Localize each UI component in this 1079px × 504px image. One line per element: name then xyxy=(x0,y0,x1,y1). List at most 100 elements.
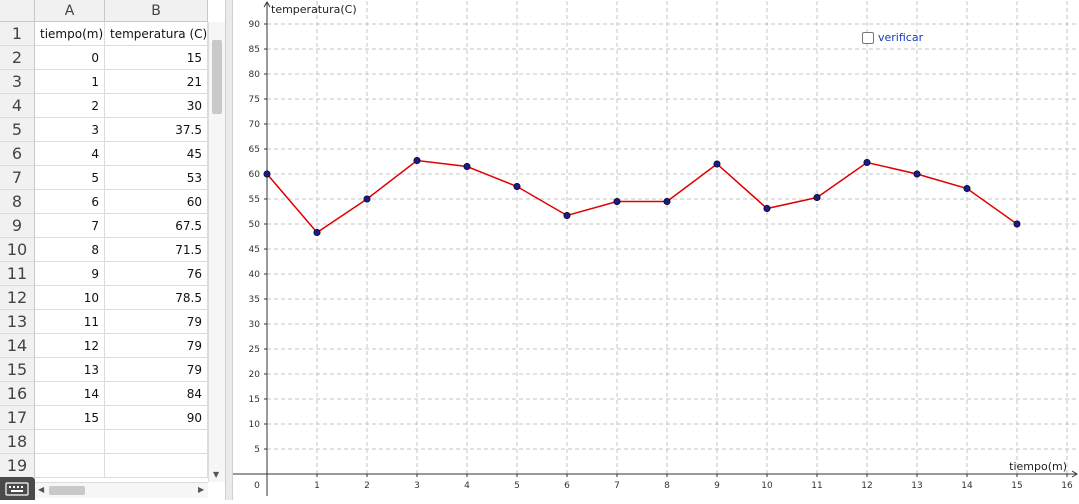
cell-a[interactable]: 4 xyxy=(35,142,105,166)
y-tick-label: 35 xyxy=(249,295,260,305)
cell-a[interactable]: 2 xyxy=(35,94,105,118)
cell-a[interactable]: 3 xyxy=(35,118,105,142)
row-header[interactable]: 7 xyxy=(0,166,35,190)
x-tick-label: 10 xyxy=(761,481,773,491)
checkbox-label[interactable]: verificar xyxy=(878,31,924,44)
cell-a[interactable]: 8 xyxy=(35,238,105,262)
cell-b[interactable]: 21 xyxy=(105,70,208,94)
cell-a[interactable]: 5 xyxy=(35,166,105,190)
data-point xyxy=(513,183,521,191)
cell-b[interactable]: 79 xyxy=(105,334,208,358)
verificar-checkbox[interactable]: verificar xyxy=(862,31,923,44)
view-divider[interactable] xyxy=(225,0,233,500)
cell-b[interactable]: 78.5 xyxy=(105,286,208,310)
row-header[interactable]: 6 xyxy=(0,142,35,166)
cell-a[interactable]: 14 xyxy=(35,382,105,406)
y-tick-label: 60 xyxy=(249,170,261,180)
x-tick-label: 1 xyxy=(314,481,320,491)
cell-a[interactable]: 12 xyxy=(35,334,105,358)
cell-a[interactable]: 1 xyxy=(35,70,105,94)
row-header[interactable]: 19 xyxy=(0,454,35,478)
checkbox-box[interactable] xyxy=(862,31,874,44)
row-header[interactable]: 18 xyxy=(0,430,35,454)
y-tick-label: 55 xyxy=(249,195,260,205)
cell-a[interactable]: 13 xyxy=(35,358,105,382)
x-tick-label: 13 xyxy=(911,481,922,491)
row-header[interactable]: 5 xyxy=(0,118,35,142)
column-header-a[interactable]: A xyxy=(35,0,105,22)
cell-a[interactable]: 0 xyxy=(35,46,105,70)
y-tick-label: 20 xyxy=(249,370,261,380)
cell-b[interactable]: 37.5 xyxy=(105,118,208,142)
cell-a[interactable]: 7 xyxy=(35,214,105,238)
cell-a[interactable]: 6 xyxy=(35,190,105,214)
cell-b[interactable]: 45 xyxy=(105,142,208,166)
vertical-scrollbar[interactable]: ▼ xyxy=(208,22,225,482)
column-header-b[interactable]: B xyxy=(105,0,208,22)
row-header[interactable]: 17 xyxy=(0,406,35,430)
cell-a[interactable] xyxy=(35,454,105,478)
data-point xyxy=(863,159,871,167)
graphics-view[interactable]: 0 1 2 3 4 5 6 7 8 9 10 11 12 13 14 15 16 5 10 15 20 25 30 35 40 4… xyxy=(233,0,1079,500)
cell-b[interactable]: 84 xyxy=(105,382,208,406)
row-header[interactable]: 8 xyxy=(0,190,35,214)
cell-a[interactable]: 11 xyxy=(35,310,105,334)
x-tick-label: 16 xyxy=(1061,481,1073,491)
x-tick-label: 5 xyxy=(514,481,520,491)
y-tick-label: 25 xyxy=(249,345,260,355)
x-tick-label: 7 xyxy=(614,481,620,491)
cell-a[interactable]: 10 xyxy=(35,286,105,310)
y-tick-label: 80 xyxy=(249,70,261,80)
row-header[interactable]: 3 xyxy=(0,70,35,94)
cell-b[interactable]: 53 xyxy=(105,166,208,190)
data-point xyxy=(1013,220,1021,228)
x-tick-label: 8 xyxy=(664,481,670,491)
row-header[interactable]: 4 xyxy=(0,94,35,118)
row-header[interactable]: 1 xyxy=(0,22,35,46)
x-tick-label: 15 xyxy=(1011,481,1022,491)
data-point xyxy=(313,229,321,237)
scroll-right-icon[interactable]: ▶ xyxy=(198,485,205,494)
keyboard-icon[interactable] xyxy=(0,477,35,500)
row-header[interactable]: 9 xyxy=(0,214,35,238)
cell-b[interactable] xyxy=(105,454,208,478)
scroll-left-icon[interactable]: ◀ xyxy=(38,485,45,494)
cell-b[interactable]: temperatura (C) xyxy=(105,22,208,46)
cell-a[interactable]: tiempo(m) xyxy=(35,22,105,46)
cell-b[interactable]: 71.5 xyxy=(105,238,208,262)
cell-a[interactable] xyxy=(35,430,105,454)
cell-b[interactable]: 60 xyxy=(105,190,208,214)
cell-b[interactable] xyxy=(105,430,208,454)
data-point xyxy=(963,185,971,193)
cell-b[interactable]: 76 xyxy=(105,262,208,286)
cell-a[interactable]: 9 xyxy=(35,262,105,286)
x-tick-label: 3 xyxy=(414,481,420,491)
cell-b[interactable]: 79 xyxy=(105,310,208,334)
row-header[interactable]: 2 xyxy=(0,46,35,70)
horizontal-scroll-thumb[interactable] xyxy=(49,486,85,495)
cell-b[interactable]: 79 xyxy=(105,358,208,382)
scroll-down-icon[interactable]: ▼ xyxy=(213,470,220,479)
cell-b[interactable]: 30 xyxy=(105,94,208,118)
row-header[interactable]: 11 xyxy=(0,262,35,286)
row-header[interactable]: 16 xyxy=(0,382,35,406)
cell-b[interactable]: 67.5 xyxy=(105,214,208,238)
y-axis-arrow xyxy=(263,1,271,8)
x-tick-label: 2 xyxy=(364,481,370,491)
row-header[interactable]: 15 xyxy=(0,358,35,382)
vertical-scroll-thumb[interactable] xyxy=(212,40,222,114)
cell-b[interactable]: 15 xyxy=(105,46,208,70)
row-header[interactable]: 14 xyxy=(0,334,35,358)
horizontal-scrollbar[interactable]: ◀ ▶ xyxy=(35,482,208,498)
spreadsheet-view: A B 1 tiempo(m) temperatura (C) 2 0 15 3 1 21 4 2 3… xyxy=(0,0,225,500)
sheet-corner[interactable] xyxy=(0,0,35,22)
y-tick-label: 5 xyxy=(254,445,260,455)
row-header[interactable]: 10 xyxy=(0,238,35,262)
y-tick-label: 50 xyxy=(249,220,261,230)
x-tick-label: 14 xyxy=(961,481,973,491)
cell-b[interactable]: 90 xyxy=(105,406,208,430)
row-header[interactable]: 13 xyxy=(0,310,35,334)
x-tick-label: 4 xyxy=(464,481,470,491)
row-header[interactable]: 12 xyxy=(0,286,35,310)
cell-a[interactable]: 15 xyxy=(35,406,105,430)
